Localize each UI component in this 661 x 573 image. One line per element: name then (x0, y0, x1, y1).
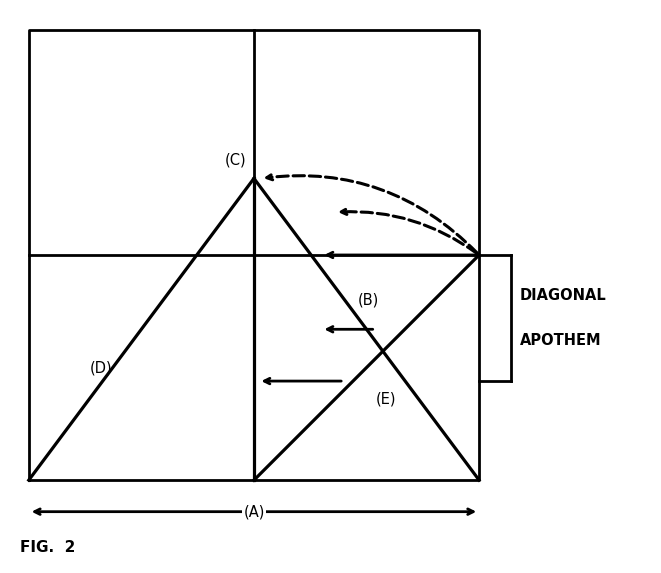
Text: (D): (D) (89, 360, 112, 375)
Text: (B): (B) (358, 292, 379, 308)
Text: DIAGONAL: DIAGONAL (520, 288, 606, 303)
Text: (A): (A) (243, 504, 264, 519)
Text: (C): (C) (225, 152, 247, 167)
Text: FIG.  2: FIG. 2 (20, 540, 75, 555)
Text: APOTHEM: APOTHEM (520, 333, 602, 348)
Text: (E): (E) (375, 391, 396, 407)
